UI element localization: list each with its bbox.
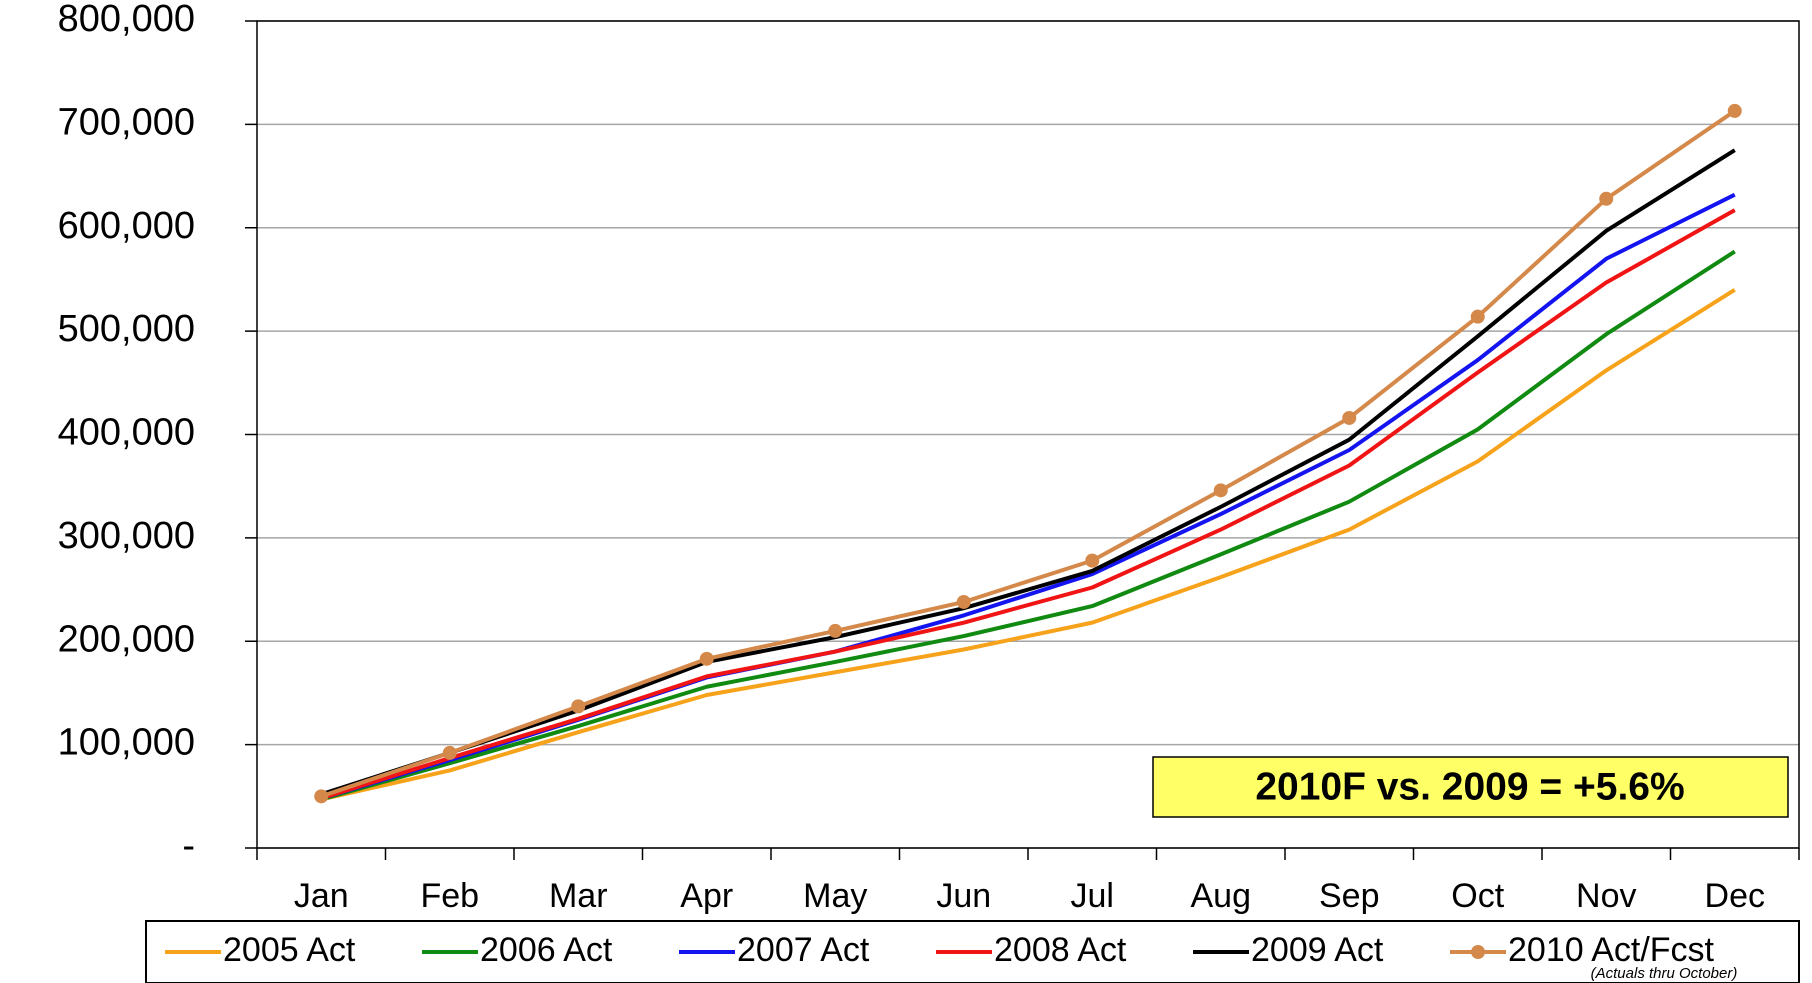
series-marker — [1470, 309, 1485, 324]
x-tick-label: Oct — [1451, 877, 1504, 915]
y-tick-label: 800,000 — [58, 0, 195, 40]
series-line — [320, 208, 1736, 801]
note: (Actuals thru October) — [1591, 965, 1738, 982]
y-tick-label: 700,000 — [58, 101, 195, 143]
legend-label: 2007 Act — [737, 931, 870, 969]
series-marker — [1342, 410, 1357, 425]
series-line — [320, 148, 1736, 797]
annotation-box — [1152, 756, 1789, 818]
series-marker — [1599, 191, 1614, 206]
annotation: 2010F vs. 2009 = +5.6% — [1255, 765, 1684, 808]
series-line — [320, 288, 1736, 802]
y-tick-label: 600,000 — [58, 205, 195, 247]
legend-label: 2008 Act — [994, 931, 1127, 969]
x-tick-label: Jun — [936, 877, 991, 915]
x-tick-label: Feb — [420, 877, 479, 915]
y-tick-label: 400,000 — [58, 412, 195, 454]
series-line — [320, 192, 1736, 801]
series-marker — [442, 745, 457, 760]
series-marker — [956, 594, 971, 609]
legend-label: 2005 Act — [223, 931, 356, 969]
x-tick-label: Apr — [680, 877, 733, 915]
series-marker — [699, 651, 714, 666]
x-tick-label: Sep — [1319, 877, 1380, 915]
legend-label: 2006 Act — [480, 931, 613, 969]
x-tick-label: Dec — [1705, 877, 1765, 915]
legend-label: 2010 Act/Fcst — [1508, 931, 1715, 969]
x-tick-label: Jul — [1071, 877, 1114, 915]
x-tick-label: May — [803, 877, 867, 915]
y-tick-label: 500,000 — [58, 308, 195, 350]
x-tick-label: Jan — [294, 877, 349, 915]
y-tick-label: - — [182, 825, 195, 867]
series-marker — [1213, 483, 1228, 498]
y-tick-label: 300,000 — [58, 515, 195, 557]
x-tick-label: Mar — [549, 877, 608, 915]
y-tick-label: 200,000 — [58, 618, 195, 660]
x-tick-label: Nov — [1576, 877, 1636, 915]
legend-label: 2009 Act — [1251, 931, 1384, 969]
series-line — [320, 109, 1736, 799]
series-marker — [571, 699, 586, 714]
y-tick-label: 100,000 — [58, 722, 195, 764]
series-marker — [1085, 553, 1100, 568]
x-tick-label: Aug — [1191, 877, 1252, 915]
series-line — [320, 249, 1736, 802]
series-marker — [1727, 103, 1742, 118]
series-marker — [828, 623, 843, 638]
legend-marker — [1471, 945, 1485, 959]
series-marker — [314, 789, 329, 804]
